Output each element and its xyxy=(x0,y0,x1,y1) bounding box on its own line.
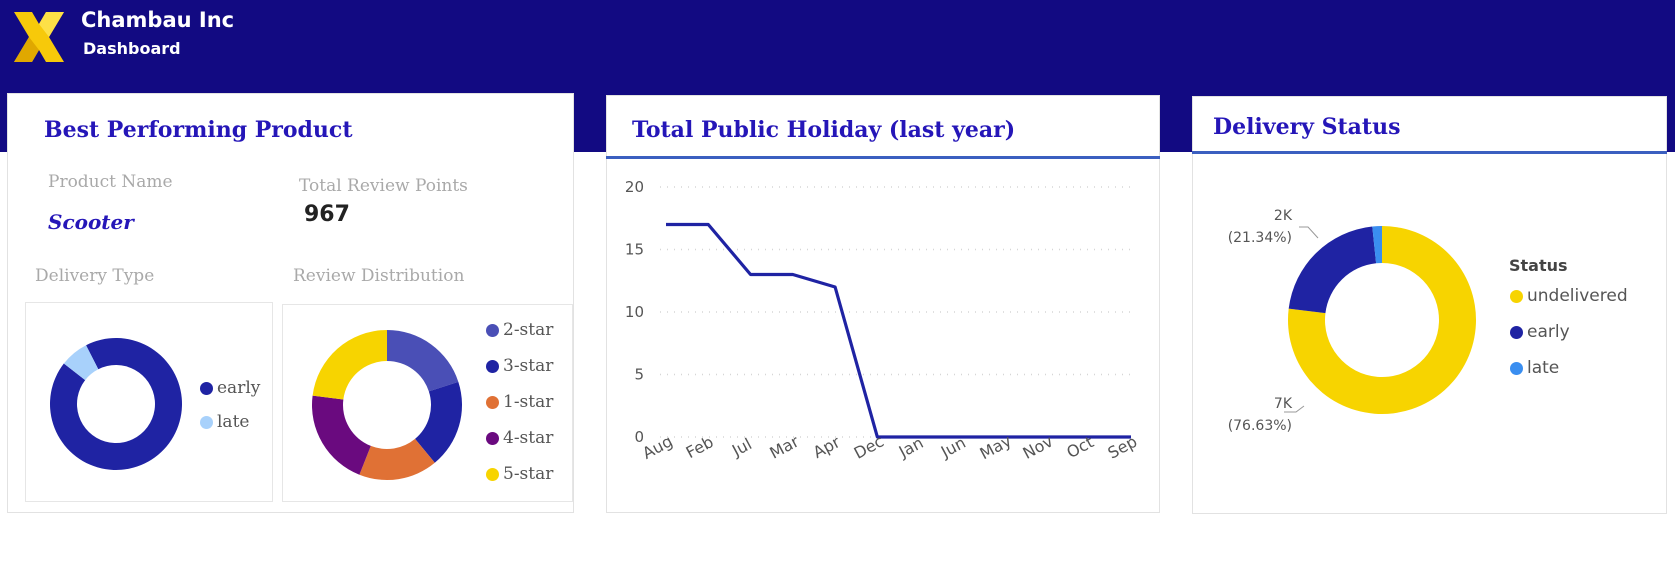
legend-label: undelivered xyxy=(1527,286,1628,306)
review-legend-2-star[interactable]: 2-star xyxy=(486,320,553,340)
y-tick-label: 5 xyxy=(634,366,644,384)
holiday-title: Total Public Holiday (last year) xyxy=(632,117,1016,143)
status-legend-late[interactable]: late xyxy=(1510,358,1559,378)
y-tick-label: 15 xyxy=(625,241,644,259)
legend-label: 1-star xyxy=(503,392,554,412)
review-distribution-donut-chart xyxy=(312,330,462,480)
leader-line xyxy=(1284,405,1305,413)
data-label-percent: (76.63%) xyxy=(1228,418,1292,434)
status-legend-early[interactable]: early xyxy=(1510,322,1570,342)
slice-4-star[interactable] xyxy=(312,395,371,475)
review-points-value: 967 xyxy=(304,202,350,227)
company-logo xyxy=(12,10,66,64)
legend-label: 5-star xyxy=(503,464,554,484)
legend-label: 4-star xyxy=(503,428,554,448)
best-product-title: Best Performing Product xyxy=(44,117,353,143)
legend-marker xyxy=(1510,361,1523,375)
legend-marker xyxy=(486,467,499,481)
delivery-type-legend-early[interactable]: early xyxy=(200,378,260,398)
legend-marker xyxy=(200,381,213,395)
x-tick-label: Jul xyxy=(728,434,755,460)
data-label-percent: (21.34%) xyxy=(1228,230,1292,246)
delivery-status-title: Delivery Status xyxy=(1213,114,1401,140)
review-points-label: Total Review Points xyxy=(299,176,468,196)
y-tick-label: 10 xyxy=(625,303,644,321)
x-tick-label: Mar xyxy=(766,431,802,462)
legend-label: early xyxy=(217,378,261,398)
review-legend-5-star[interactable]: 5-star xyxy=(486,464,553,484)
legend-marker xyxy=(200,415,213,429)
holiday-title-underline xyxy=(606,156,1160,159)
slice-late[interactable] xyxy=(1372,226,1382,264)
legend-marker xyxy=(486,359,499,373)
delivery-type-label: Delivery Type xyxy=(35,266,155,286)
holiday-card xyxy=(606,95,1160,513)
product-name-value: Scooter xyxy=(48,210,134,234)
status-legend-undelivered[interactable]: undelivered xyxy=(1510,286,1628,306)
delivery-status-title-underline xyxy=(1192,151,1667,154)
data-label-value: 2K xyxy=(1274,208,1293,224)
leader-line xyxy=(1299,226,1319,239)
review-legend-4-star[interactable]: 4-star xyxy=(486,428,553,448)
legend-label: 3-star xyxy=(503,356,554,376)
slice-5-star[interactable] xyxy=(312,330,387,400)
legend-marker xyxy=(1510,289,1523,303)
slice-2-star[interactable] xyxy=(387,330,459,392)
y-tick-label: 20 xyxy=(625,178,644,196)
brand-name: Chambau Inc xyxy=(81,8,235,32)
product-name-label: Product Name xyxy=(48,172,173,192)
review-legend-3-star[interactable]: 3-star xyxy=(486,356,553,376)
legend-marker xyxy=(486,323,499,337)
slice-late[interactable] xyxy=(63,345,99,381)
slice-3-star[interactable] xyxy=(415,381,462,463)
legend-marker xyxy=(1510,325,1523,339)
data-label-value: 7K xyxy=(1274,396,1293,412)
slice-undelivered[interactable] xyxy=(1288,226,1476,414)
holiday-series-line[interactable] xyxy=(666,222,1131,439)
review-legend-1-star[interactable]: 1-star xyxy=(486,392,553,412)
delivery-status-card xyxy=(1192,96,1667,514)
status-legend-title: Status xyxy=(1509,256,1568,275)
legend-label: late xyxy=(1527,358,1560,378)
legend-marker xyxy=(486,431,499,445)
legend-label: late xyxy=(217,412,250,432)
delivery-status-donut-chart: 2K (21.34%) 7K (76.63%) xyxy=(1228,208,1476,434)
y-tick-label: 0 xyxy=(634,428,644,446)
legend-label: early xyxy=(1527,322,1570,342)
page-title: Dashboard xyxy=(83,39,181,58)
x-tick-label: Feb xyxy=(683,432,717,462)
review-distribution-label: Review Distribution xyxy=(293,266,465,286)
slice-early[interactable] xyxy=(1288,226,1377,314)
legend-label: 2-star xyxy=(503,320,554,340)
x-tick-label: Aug xyxy=(639,431,676,462)
slice-early[interactable] xyxy=(49,338,182,470)
delivery-type-donut-chart xyxy=(49,338,182,470)
delivery-type-legend-late[interactable]: late xyxy=(200,412,249,432)
legend-marker xyxy=(486,395,499,409)
slice-1-star[interactable] xyxy=(359,438,435,480)
